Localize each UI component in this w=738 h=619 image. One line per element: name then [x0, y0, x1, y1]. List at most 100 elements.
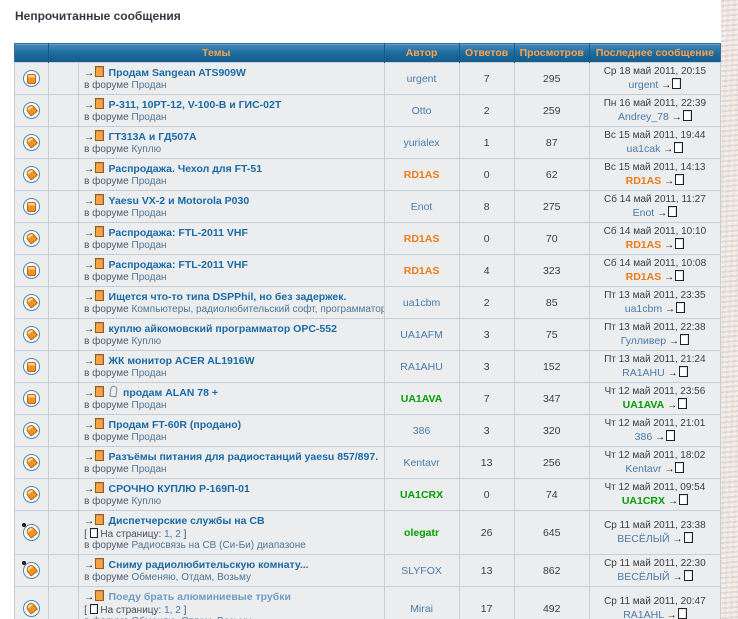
last-poster-link[interactable]: ВЕСЁЛЫЙ: [617, 570, 670, 583]
topic-title-link[interactable]: Поеду брать алюминиевые трубки: [108, 591, 291, 603]
topic-title-link[interactable]: продам ALAN 78 +: [122, 387, 219, 399]
last-poster-link[interactable]: Andrey_78: [618, 110, 669, 123]
goto-last-post-page-icon[interactable]: [676, 301, 686, 313]
forum-link[interactable]: Компьютеры, радиолюбительский софт, прог…: [131, 304, 385, 315]
last-poster-link[interactable]: RD1AS: [625, 174, 662, 187]
topic-title-link[interactable]: Продам Sangean ATS909W: [108, 67, 246, 79]
unread-post-page-icon[interactable]: [95, 226, 105, 237]
topic-title-link[interactable]: Разъёмы питания для радиостанций yaesu 8…: [108, 451, 379, 463]
forum-link[interactable]: Продан: [131, 112, 167, 123]
forum-link[interactable]: Продан: [131, 272, 167, 283]
goto-last-post-page-icon[interactable]: [683, 569, 693, 581]
forum-link[interactable]: Куплю: [131, 496, 162, 507]
goto-last-post-page-icon[interactable]: [675, 269, 685, 281]
unread-post-page-icon[interactable]: [95, 450, 105, 461]
author-link[interactable]: Enot: [410, 200, 433, 213]
topic-title-link[interactable]: СРОЧНО КУПЛЮ Р-169П-01: [108, 483, 250, 495]
forum-link[interactable]: Обменяю, Отдам, Возьму: [132, 616, 251, 619]
last-poster-link[interactable]: Enot: [632, 206, 655, 219]
forum-link[interactable]: Радиосвязь на СВ (Си-Би) диапазоне: [131, 540, 306, 551]
goto-last-post-page-icon[interactable]: [672, 77, 682, 89]
author-link[interactable]: UA1AFM: [400, 328, 443, 341]
goto-last-post-page-icon[interactable]: [682, 109, 692, 121]
unread-post-page-icon[interactable]: [95, 322, 105, 333]
forum-link[interactable]: Продан: [131, 464, 167, 475]
unread-post-page-icon[interactable]: [95, 418, 105, 429]
unread-post-page-icon[interactable]: [95, 162, 105, 173]
goto-last-post-page-icon[interactable]: [675, 461, 685, 473]
topic-title-link[interactable]: Распродажа. Чехол для FT-51: [108, 163, 263, 175]
topic-title-link[interactable]: Распродажа: FTL-2011 VHF: [108, 227, 248, 239]
author-link[interactable]: UA1CRX: [399, 488, 444, 501]
author-link[interactable]: Otto: [411, 104, 432, 117]
goto-last-post-page-icon[interactable]: [677, 607, 687, 619]
author-link[interactable]: SLYFOX: [401, 564, 442, 577]
last-poster-link[interactable]: Kentavr: [625, 462, 662, 475]
last-poster-link[interactable]: RA1AHU: [622, 366, 665, 379]
author-link[interactable]: ua1cbm: [402, 296, 441, 309]
topic-title-link[interactable]: Р-311, 10РТ-12, V-100-В и ГИС-02Т: [108, 99, 282, 111]
topic-title-link[interactable]: Диспетчерские службы на СВ: [108, 515, 265, 527]
unread-post-page-icon[interactable]: [95, 482, 105, 493]
topic-title-link[interactable]: куплю айкомовский программатор OPC-552: [108, 323, 337, 335]
forum-link[interactable]: Продан: [131, 80, 167, 91]
author-link[interactable]: RD1AS: [403, 232, 440, 245]
topic-title-link[interactable]: Продам FT-60R (продано): [108, 419, 242, 431]
topic-title-link[interactable]: Распродажа: FTL-2011 VHF: [108, 259, 248, 271]
unread-post-page-icon[interactable]: [95, 558, 105, 569]
author-link[interactable]: olegatr: [404, 526, 440, 539]
goto-last-post-page-icon[interactable]: [674, 141, 684, 153]
last-poster-link[interactable]: ВЕСЁЛЫЙ: [617, 532, 670, 545]
unread-post-page-icon[interactable]: [95, 290, 105, 301]
page-number-links[interactable]: 1, 2: [164, 605, 181, 616]
unread-post-page-icon[interactable]: [95, 590, 105, 601]
author-link[interactable]: urgent: [406, 72, 437, 85]
goto-last-post-page-icon[interactable]: [675, 237, 685, 249]
author-link[interactable]: Kentavr: [403, 456, 440, 469]
goto-last-post-page-icon[interactable]: [683, 531, 693, 543]
topic-title-link[interactable]: Сниму радиолюбительскую комнату...: [108, 559, 309, 571]
forum-link[interactable]: Куплю: [131, 336, 162, 347]
topic-title-link[interactable]: Yaesu VX-2 и Motorola P030: [108, 195, 250, 207]
topic-title-link[interactable]: ЖК монитор ACER AL1916W: [108, 355, 255, 367]
unread-post-page-icon[interactable]: [95, 386, 105, 397]
last-poster-link[interactable]: ua1cbm: [624, 302, 663, 315]
unread-post-page-icon[interactable]: [95, 354, 105, 365]
author-link[interactable]: RD1AS: [403, 264, 440, 277]
goto-last-post-page-icon[interactable]: [678, 397, 688, 409]
author-link[interactable]: yurialex: [403, 136, 440, 149]
forum-link[interactable]: Продан: [131, 240, 167, 251]
goto-last-post-page-icon[interactable]: [678, 365, 688, 377]
goto-last-post-page-icon[interactable]: [678, 493, 688, 505]
unread-post-page-icon[interactable]: [95, 66, 105, 77]
forum-link[interactable]: Продан: [131, 368, 167, 379]
goto-last-post-page-icon[interactable]: [666, 429, 676, 441]
page-number-links[interactable]: 1, 2: [164, 529, 181, 540]
topic-title-link[interactable]: ГТ313А и ГД507А: [108, 131, 197, 143]
forum-link[interactable]: Продан: [131, 400, 167, 411]
author-link[interactable]: Mirai: [410, 602, 433, 615]
goto-last-post-page-icon[interactable]: [675, 173, 685, 185]
last-poster-link[interactable]: ua1cak: [626, 142, 661, 155]
goto-last-post-page-icon[interactable]: [679, 333, 689, 345]
last-poster-link[interactable]: 386: [634, 430, 653, 443]
forum-link[interactable]: Обменяю, Отдам, Возьму: [131, 572, 251, 583]
unread-post-page-icon[interactable]: [95, 258, 105, 269]
author-link[interactable]: RA1AHU: [400, 360, 443, 373]
author-link[interactable]: RD1AS: [403, 168, 440, 181]
last-poster-link[interactable]: UA1CRX: [621, 494, 666, 507]
goto-last-post-page-icon[interactable]: [668, 205, 678, 217]
last-poster-link[interactable]: RA1AHL: [623, 608, 664, 619]
author-link[interactable]: 386: [412, 424, 431, 437]
last-poster-link[interactable]: UA1AVA: [622, 398, 665, 411]
topic-title-link[interactable]: Ищется что-то типа DSPPhil, но без задер…: [108, 291, 347, 303]
unread-post-page-icon[interactable]: [95, 514, 105, 525]
unread-post-page-icon[interactable]: [95, 130, 105, 141]
last-poster-link[interactable]: RD1AS: [625, 238, 662, 251]
last-poster-link[interactable]: urgent: [628, 78, 659, 91]
forum-link[interactable]: Куплю: [131, 144, 162, 155]
unread-post-page-icon[interactable]: [95, 98, 105, 109]
last-poster-link[interactable]: RD1AS: [625, 270, 662, 283]
unread-post-page-icon[interactable]: [95, 194, 105, 205]
forum-link[interactable]: Продан: [131, 176, 167, 187]
